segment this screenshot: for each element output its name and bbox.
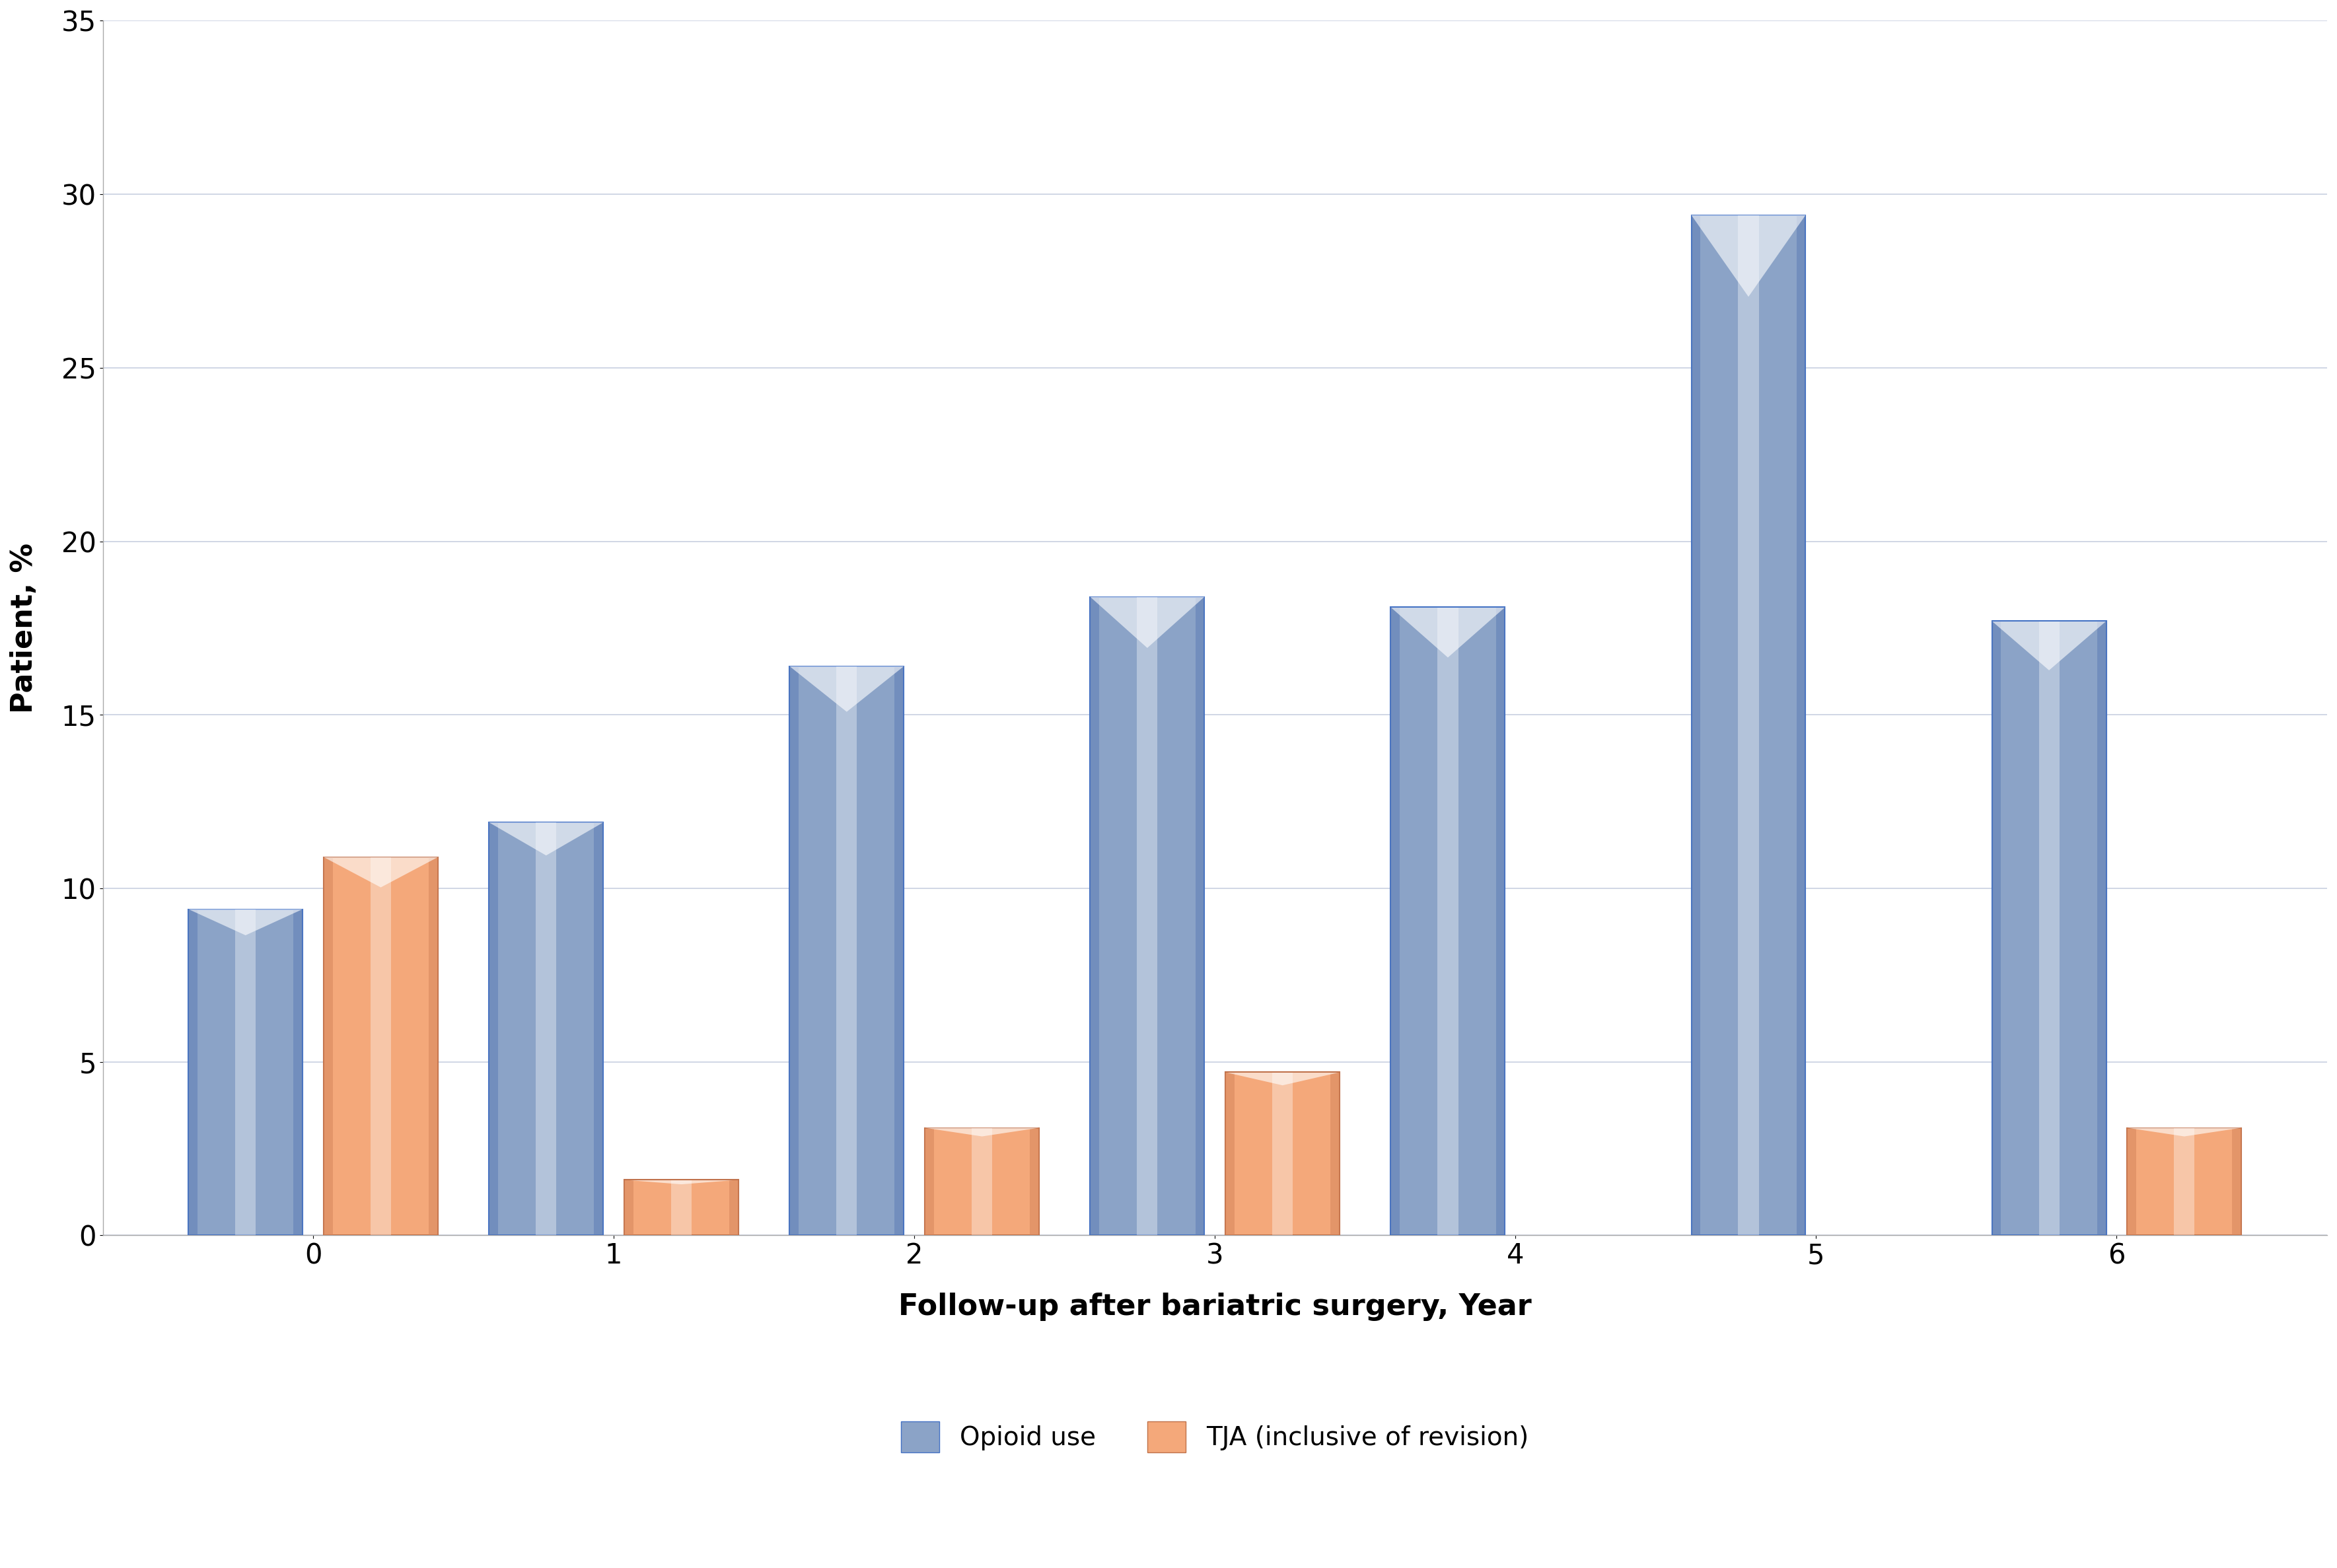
Polygon shape: [1991, 621, 2106, 670]
Polygon shape: [2127, 1127, 2241, 1137]
Bar: [1089, 597, 1204, 1236]
Bar: [535, 823, 556, 1236]
Bar: [925, 1127, 1040, 1236]
Bar: [2232, 1127, 2241, 1236]
Polygon shape: [488, 823, 603, 856]
Polygon shape: [925, 1127, 1040, 1137]
Bar: [925, 1127, 935, 1236]
Polygon shape: [1089, 597, 1204, 648]
Bar: [325, 858, 332, 1236]
Bar: [624, 1179, 633, 1236]
Polygon shape: [189, 909, 304, 935]
Bar: [294, 909, 304, 1236]
Bar: [837, 666, 858, 1236]
Bar: [790, 666, 904, 1236]
Bar: [790, 666, 799, 1236]
Bar: [2096, 621, 2106, 1236]
Bar: [1692, 215, 1807, 1236]
Bar: [1089, 597, 1098, 1236]
Bar: [1271, 1073, 1292, 1236]
Bar: [624, 1179, 738, 1236]
Bar: [2127, 1127, 2136, 1236]
Bar: [1797, 215, 1807, 1236]
Bar: [2127, 1127, 2241, 1236]
Bar: [189, 909, 304, 1236]
Bar: [972, 1127, 993, 1236]
Legend: Opioid use, TJA (inclusive of revision): Opioid use, TJA (inclusive of revision): [888, 1408, 1542, 1466]
Bar: [1991, 621, 2000, 1236]
Polygon shape: [325, 858, 437, 887]
Y-axis label: Patient, %: Patient, %: [9, 543, 37, 713]
Bar: [1496, 607, 1505, 1236]
Bar: [1739, 215, 1760, 1236]
Bar: [1194, 597, 1204, 1236]
Bar: [428, 858, 437, 1236]
Bar: [729, 1179, 738, 1236]
Bar: [189, 909, 199, 1236]
Polygon shape: [1692, 215, 1807, 296]
Bar: [1692, 215, 1701, 1236]
X-axis label: Follow-up after bariatric surgery, Year: Follow-up after bariatric surgery, Year: [897, 1292, 1531, 1320]
Bar: [488, 823, 603, 1236]
Bar: [236, 909, 255, 1236]
Bar: [671, 1179, 692, 1236]
Bar: [1391, 607, 1400, 1236]
Polygon shape: [1225, 1073, 1339, 1085]
Bar: [1138, 597, 1157, 1236]
Bar: [1437, 607, 1458, 1236]
Bar: [372, 858, 390, 1236]
Bar: [1391, 607, 1505, 1236]
Polygon shape: [624, 1179, 738, 1184]
Bar: [1991, 621, 2106, 1236]
Bar: [1330, 1073, 1339, 1236]
Bar: [1225, 1073, 1234, 1236]
Bar: [594, 823, 603, 1236]
Bar: [1031, 1127, 1040, 1236]
Bar: [1225, 1073, 1339, 1236]
Polygon shape: [1391, 607, 1505, 657]
Bar: [895, 666, 904, 1236]
Bar: [2173, 1127, 2194, 1236]
Polygon shape: [790, 666, 904, 712]
Bar: [2038, 621, 2059, 1236]
Bar: [488, 823, 498, 1236]
Bar: [325, 858, 437, 1236]
